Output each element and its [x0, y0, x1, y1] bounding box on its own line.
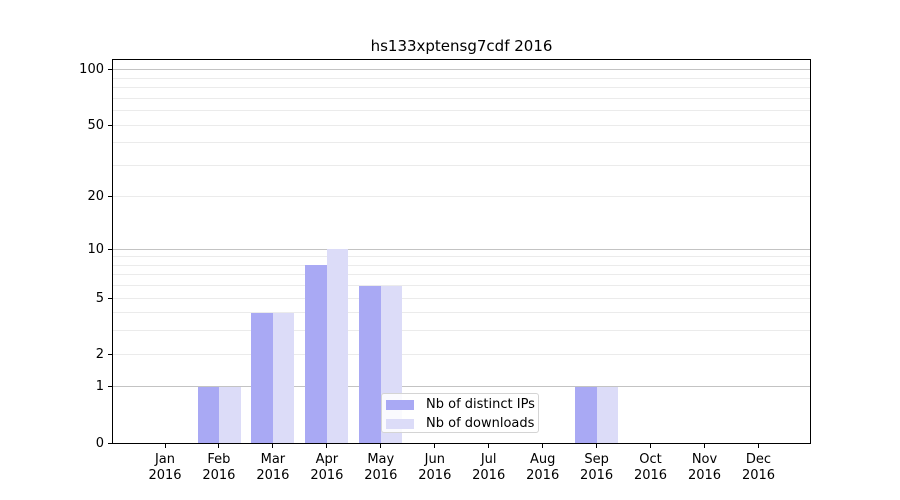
y-tick-1 — [108, 386, 112, 388]
x-tick-label: Sep 2016 — [580, 452, 614, 483]
legend-swatch-downloads — [386, 418, 414, 429]
y-tick-label: 5 — [95, 290, 104, 306]
x-tick-jul — [488, 444, 490, 448]
bar-distinct-ips-mar — [251, 312, 273, 443]
x-tick-aug — [542, 444, 544, 448]
x-tick-label: Nov 2016 — [687, 452, 722, 483]
x-tick-mar — [272, 444, 274, 448]
gridline-minor-90 — [113, 77, 810, 79]
x-tick-jan — [164, 444, 166, 448]
y-tick-100 — [108, 69, 112, 71]
y-tick-label: 100 — [79, 62, 104, 78]
gridline-minor-9 — [113, 256, 810, 258]
x-tick-label: Jun 2016 — [418, 452, 452, 483]
bar-downloads-mar — [272, 312, 295, 443]
x-tick-label: Mar 2016 — [256, 452, 290, 483]
legend-swatch-distinct-ips — [386, 399, 414, 410]
x-tick-may — [380, 444, 382, 448]
y-tick-50 — [108, 124, 112, 126]
x-tick-feb — [218, 444, 220, 448]
y-tick-label: 10 — [87, 241, 104, 257]
gridline-major-10 — [113, 248, 810, 250]
chart-title: hs133xptensg7cdf 2016 — [370, 37, 553, 55]
legend-row-distinct-ips: Nb of distinct IPs — [382, 395, 536, 414]
gridline-major-100 — [113, 69, 810, 71]
bar-distinct-ips-sep — [575, 386, 597, 443]
gridline-minor-7 — [113, 274, 810, 276]
bar-distinct-ips-may — [359, 285, 381, 443]
gridline-minor-50 — [113, 124, 810, 126]
gridline-minor-8 — [113, 264, 810, 266]
bar-downloads-apr — [326, 249, 349, 443]
gridline-minor-20 — [113, 196, 810, 198]
legend: Nb of distinct IPs Nb of downloads — [381, 393, 539, 433]
x-tick-label: Feb 2016 — [202, 452, 236, 483]
legend-label: Nb of distinct IPs — [426, 397, 535, 412]
y-tick-5 — [108, 297, 112, 299]
x-tick-oct — [650, 444, 651, 448]
gridline-minor-2 — [113, 353, 810, 355]
gridline-minor-6 — [113, 285, 810, 287]
y-tick-label: 50 — [87, 117, 104, 133]
x-tick-label: May 2016 — [364, 452, 398, 483]
bar-downloads-feb — [219, 386, 241, 443]
y-tick-label: 2 — [95, 346, 104, 362]
gridline-minor-60 — [113, 110, 810, 112]
x-tick-label: Apr 2016 — [310, 452, 344, 483]
x-tick-sep — [596, 444, 598, 448]
gridline-minor-70 — [113, 97, 810, 99]
x-tick-label: Jul 2016 — [472, 452, 506, 483]
x-tick-nov — [704, 444, 705, 448]
plot-area: Nb of distinct IPs Nb of downloads — [112, 59, 811, 444]
gridline-major-1 — [113, 386, 810, 388]
gridline-minor-3 — [113, 330, 810, 332]
x-tick-label: Jan 2016 — [148, 452, 182, 483]
y-tick-2 — [108, 353, 112, 355]
x-tick-apr — [326, 444, 328, 448]
gridline-minor-30 — [113, 164, 810, 166]
gridline-minor-40 — [113, 142, 810, 144]
legend-row-downloads: Nb of downloads — [382, 414, 536, 433]
bar-downloads-sep — [596, 386, 619, 443]
bar-distinct-ips-feb — [197, 386, 219, 443]
bar-distinct-ips-apr — [305, 265, 327, 443]
y-tick-10 — [108, 248, 112, 250]
y-tick-label: 20 — [87, 189, 104, 205]
y-tick-label: 1 — [95, 379, 104, 395]
x-tick-label: Dec 2016 — [741, 452, 776, 483]
x-tick-label: Aug 2016 — [526, 452, 560, 483]
legend-label: Nb of downloads — [426, 416, 535, 431]
x-tick-dec — [758, 444, 759, 448]
x-tick-label: Oct 2016 — [633, 452, 668, 483]
y-tick-20 — [108, 196, 112, 198]
x-tick-jun — [434, 444, 436, 448]
gridline-minor-4 — [113, 312, 810, 314]
gridline-minor-5 — [113, 297, 810, 299]
y-tick-0 — [108, 442, 112, 444]
gridline-minor-80 — [113, 87, 810, 89]
y-tick-label: 0 — [95, 435, 104, 451]
